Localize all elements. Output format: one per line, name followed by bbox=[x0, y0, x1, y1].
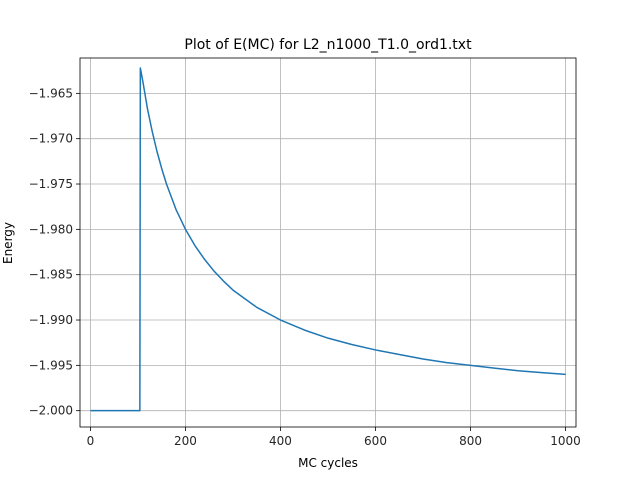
x-tick-label: 0 bbox=[87, 434, 95, 448]
x-tick-label: 600 bbox=[364, 434, 387, 448]
x-tick-label: 1000 bbox=[550, 434, 581, 448]
grid-lines bbox=[80, 58, 576, 427]
energy-series-line bbox=[90, 67, 566, 412]
x-axis-label: MC cycles bbox=[298, 456, 358, 470]
y-tick-label: −1.975 bbox=[29, 177, 73, 191]
y-tick-label: −1.965 bbox=[29, 86, 73, 100]
y-tick-label: −1.980 bbox=[29, 222, 73, 236]
y-axis-label: Energy bbox=[1, 222, 15, 264]
y-tick-label: −1.990 bbox=[29, 313, 73, 327]
chart-title: Plot of E(MC) for L2_n1000_T1.0_ord1.txt bbox=[184, 37, 472, 53]
x-tick-label: 200 bbox=[174, 434, 197, 448]
y-tick-label: −1.985 bbox=[29, 268, 73, 282]
axes-frame bbox=[79, 57, 577, 428]
series-layer bbox=[90, 67, 566, 412]
tick-marks bbox=[76, 92, 566, 431]
y-tick-label: −1.970 bbox=[29, 132, 73, 146]
y-tick-label: −2.000 bbox=[29, 404, 73, 418]
y-tick-label: −1.995 bbox=[29, 358, 73, 372]
x-tick-label: 400 bbox=[269, 434, 292, 448]
x-tick-label: 800 bbox=[459, 434, 482, 448]
plot-area bbox=[80, 58, 576, 427]
